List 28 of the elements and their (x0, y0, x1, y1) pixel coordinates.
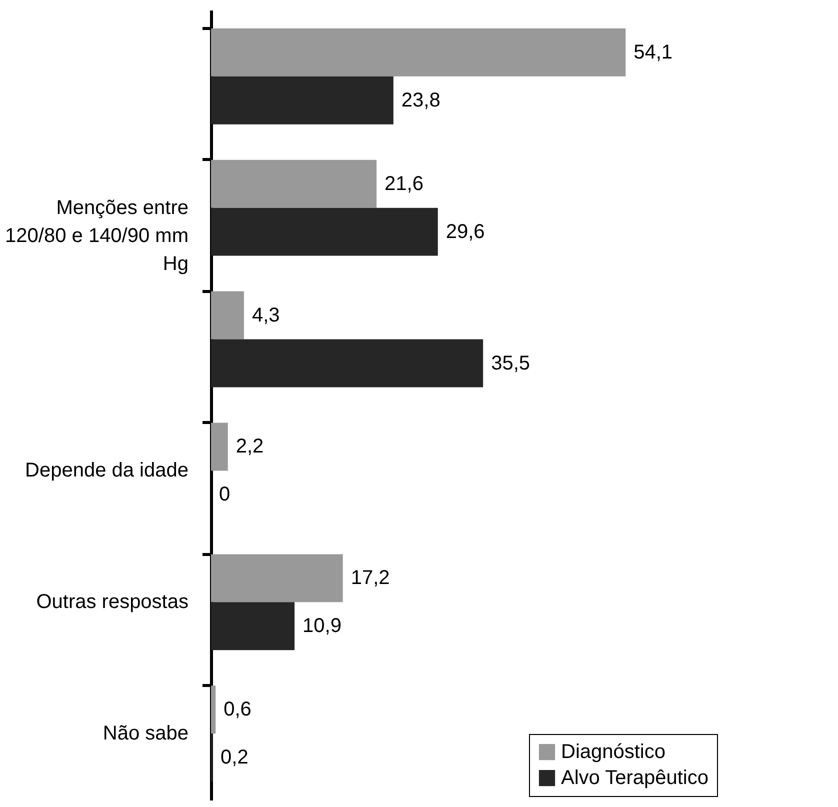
bar (211, 76, 394, 124)
bar (211, 28, 626, 76)
bar (211, 339, 484, 388)
bar (211, 422, 228, 471)
bar (211, 160, 377, 208)
data-label: 23,8 (401, 89, 440, 112)
data-label: 0 (219, 484, 230, 506)
y-tick-label: Menções entre 120/80 e 140/90 mm Hg (5, 196, 188, 275)
bar (211, 291, 244, 340)
data-label: 0,2 (220, 746, 248, 769)
data-label: 29,6 (446, 220, 485, 243)
bar (211, 686, 216, 734)
bar (211, 554, 343, 602)
legend-label: Diagnóstico (561, 741, 666, 763)
bar (211, 208, 438, 256)
data-label: 0,6 (224, 698, 252, 721)
y-tick-label: Outras respostas (36, 591, 188, 614)
data-label: 10,9 (302, 615, 342, 638)
data-label: 17,2 (350, 567, 390, 590)
data-label: 21,6 (384, 172, 424, 195)
data-label: 2,2 (236, 436, 264, 458)
data-label: 35,5 (491, 352, 530, 374)
data-label: 4,3 (252, 304, 280, 326)
legend-label: Alvo Terapêutico (561, 767, 708, 789)
data-label: 54,1 (634, 41, 673, 64)
bar (211, 602, 295, 650)
y-tick-label: Não sabe (102, 722, 188, 745)
y-tick-label: Depende da idade (25, 460, 188, 482)
